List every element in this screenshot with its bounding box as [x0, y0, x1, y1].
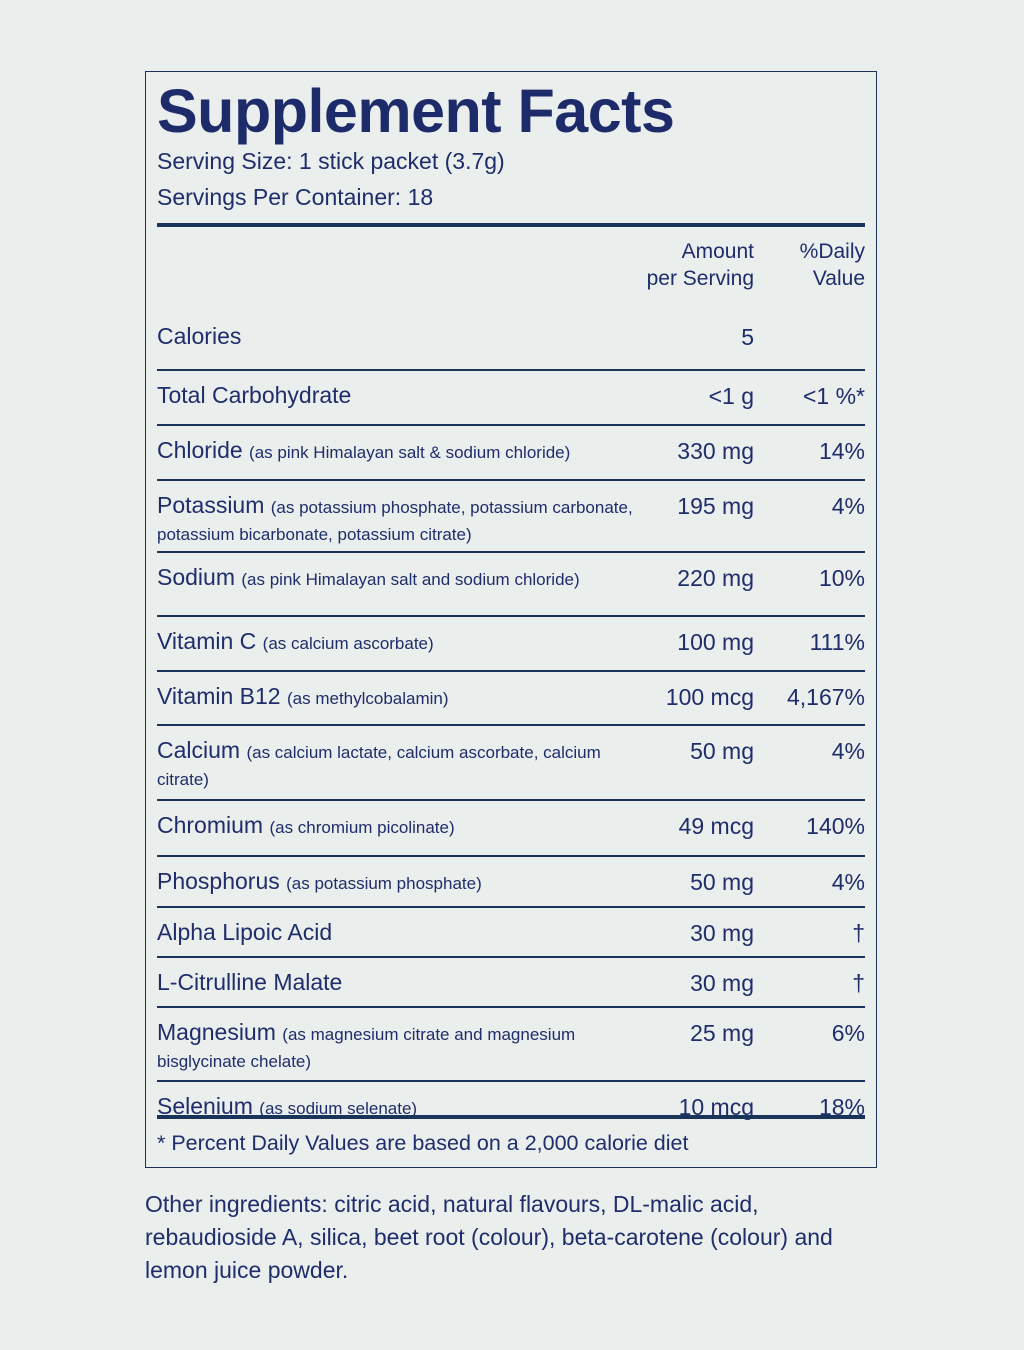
- nutrient-source: (as magnesium citrate and magnesium bisg…: [157, 1025, 576, 1071]
- nutrient-source: (as calcium ascorbate): [262, 634, 434, 653]
- nutrient-amount: 195 mg: [677, 493, 754, 519]
- nutrient-daily-value: 6%: [831, 1020, 865, 1046]
- nutrient-source: (as calcium lactate, calcium ascorbate, …: [157, 743, 601, 789]
- divider-thick: [157, 223, 865, 227]
- nutrient-row: Total Carbohydrate <1 g <1 %*: [157, 369, 865, 424]
- nutrient-row: L-Citrulline Malate 30 mg †: [157, 956, 865, 1006]
- nutrient-label: Phosphorus: [157, 868, 280, 894]
- nutrient-daily-value: 10%: [818, 565, 865, 591]
- nutrient-amount: 100 mcg: [665, 684, 754, 710]
- nutrient-label: Vitamin C: [157, 628, 257, 654]
- nutrient-label: Alpha Lipoic Acid: [157, 919, 333, 945]
- nutrient-name: Vitamin B12 (as methylcobalamin): [157, 684, 647, 711]
- nutrient-amount: 50 mg: [690, 738, 754, 764]
- nutrient-row: Calories 5: [157, 297, 865, 369]
- servings-per-container: Servings Per Container: 18: [157, 184, 434, 210]
- nutrient-daily-value: 4%: [831, 869, 865, 895]
- column-headers: Amount per Serving %Daily Value: [157, 238, 865, 298]
- nutrient-amount: 220 mg: [677, 565, 754, 591]
- dv-header-line2: Value: [812, 267, 865, 290]
- amount-header: Amount per Serving: [647, 238, 754, 292]
- nutrient-source: (as sodium selenate): [259, 1099, 418, 1118]
- nutrient-name: Vitamin C (as calcium ascorbate): [157, 629, 647, 656]
- nutrient-name: Phosphorus (as potassium phosphate): [157, 869, 647, 896]
- nutrient-name: Calories: [157, 324, 647, 351]
- nutrient-label: Potassium: [157, 492, 265, 518]
- nutrient-daily-value: 140%: [806, 813, 865, 839]
- footnote: * Percent Daily Values are based on a 2,…: [157, 1131, 689, 1155]
- nutrient-name: Magnesium (as magnesium citrate and magn…: [157, 1020, 647, 1074]
- other-ingredients: Other ingredients: citric acid, natural …: [145, 1191, 833, 1283]
- divider-thick-bottom: [157, 1115, 865, 1119]
- nutrient-row: Calcium (as calcium lactate, calcium asc…: [157, 724, 865, 799]
- nutrient-amount: 30 mg: [690, 920, 754, 946]
- nutrient-daily-value: †: [852, 970, 865, 996]
- nutrient-name: Potassium (as potassium phosphate, potas…: [157, 493, 647, 547]
- nutrient-row: Vitamin B12 (as methylcobalamin) 100 mcg…: [157, 670, 865, 724]
- nutrient-label: Chromium: [157, 812, 264, 838]
- nutrient-source: (as pink Himalayan salt and sodium chlor…: [241, 570, 580, 589]
- nutrient-name: Selenium (as sodium selenate): [157, 1094, 647, 1121]
- nutrient-amount: 330 mg: [677, 438, 754, 464]
- nutrient-amount: <1 g: [708, 383, 754, 409]
- nutrient-row: Vitamin C (as calcium ascorbate) 100 mg …: [157, 615, 865, 670]
- nutrient-label: L-Citrulline Malate: [157, 969, 343, 995]
- nutrient-row: Potassium (as potassium phosphate, potas…: [157, 479, 865, 551]
- nutrient-daily-value: <1 %*: [802, 383, 865, 409]
- nutrient-amount: 5: [741, 324, 754, 350]
- serving-size: Serving Size: 1 stick packet (3.7g): [157, 148, 505, 174]
- nutrient-amount: 50 mg: [690, 869, 754, 895]
- nutrient-source: (as potassium phosphate): [286, 874, 482, 893]
- nutrient-row: Alpha Lipoic Acid 30 mg †: [157, 906, 865, 956]
- nutrient-label: Magnesium: [157, 1019, 276, 1045]
- nutrient-label: Vitamin B12: [157, 683, 281, 709]
- nutrient-name: Total Carbohydrate: [157, 383, 647, 410]
- nutrient-daily-value: †: [852, 920, 865, 946]
- panel-title: Supplement Facts: [157, 77, 675, 145]
- amount-header-line1: Amount: [681, 240, 754, 263]
- nutrient-name: Sodium (as pink Himalayan salt and sodiu…: [157, 565, 647, 592]
- dv-header: %Daily Value: [800, 238, 865, 292]
- supplement-facts-panel: Supplement Facts Serving Size: 1 stick p…: [145, 71, 877, 1168]
- dv-header-line1: %Daily: [799, 240, 865, 263]
- nutrient-name: Chromium (as chromium picolinate): [157, 813, 647, 840]
- nutrient-source: (as methylcobalamin): [286, 689, 449, 708]
- nutrient-source: (as chromium picolinate): [269, 818, 455, 837]
- nutrient-row: Magnesium (as magnesium citrate and magn…: [157, 1006, 865, 1080]
- nutrient-row: Selenium (as sodium selenate) 10 mcg 18%: [157, 1080, 865, 1133]
- nutrient-name: L-Citrulline Malate: [157, 970, 647, 997]
- nutrient-daily-value: 14%: [818, 438, 865, 464]
- nutrient-label: Calcium: [157, 737, 241, 763]
- nutrient-daily-value: 4%: [831, 493, 865, 519]
- nutrient-label: Total Carbohydrate: [157, 382, 352, 408]
- nutrient-amount: 100 mg: [677, 629, 754, 655]
- nutrient-amount: 30 mg: [690, 970, 754, 996]
- nutrient-label: Calories: [157, 323, 242, 349]
- nutrient-label: Chloride: [157, 437, 243, 463]
- nutrient-label: Sodium: [157, 564, 235, 590]
- nutrient-source: (as potassium phosphate, potassium carbo…: [157, 498, 633, 544]
- nutrient-label: Selenium: [157, 1093, 253, 1119]
- nutrient-row: Chromium (as chromium picolinate) 49 mcg…: [157, 799, 865, 855]
- nutrient-row: Phosphorus (as potassium phosphate) 50 m…: [157, 855, 865, 906]
- nutrient-name: Alpha Lipoic Acid: [157, 920, 647, 947]
- nutrient-name: Chloride (as pink Himalayan salt & sodiu…: [157, 438, 647, 465]
- nutrient-row: Chloride (as pink Himalayan salt & sodiu…: [157, 424, 865, 479]
- nutrient-source: (as pink Himalayan salt & sodium chlorid…: [249, 443, 571, 462]
- nutrient-daily-value: 111%: [809, 629, 865, 655]
- nutrient-name: Calcium (as calcium lactate, calcium asc…: [157, 738, 647, 792]
- nutrient-row: Sodium (as pink Himalayan salt and sodiu…: [157, 551, 865, 615]
- nutrient-daily-value: 4%: [831, 738, 865, 764]
- amount-header-line2: per Serving: [646, 267, 754, 290]
- nutrient-amount: 25 mg: [690, 1020, 754, 1046]
- nutrient-daily-value: 4,167%: [786, 684, 865, 710]
- nutrient-amount: 49 mcg: [678, 813, 754, 839]
- nutrient-table: Calories 5 Total Carbohydrate <1 g <1 %*…: [157, 297, 865, 1133]
